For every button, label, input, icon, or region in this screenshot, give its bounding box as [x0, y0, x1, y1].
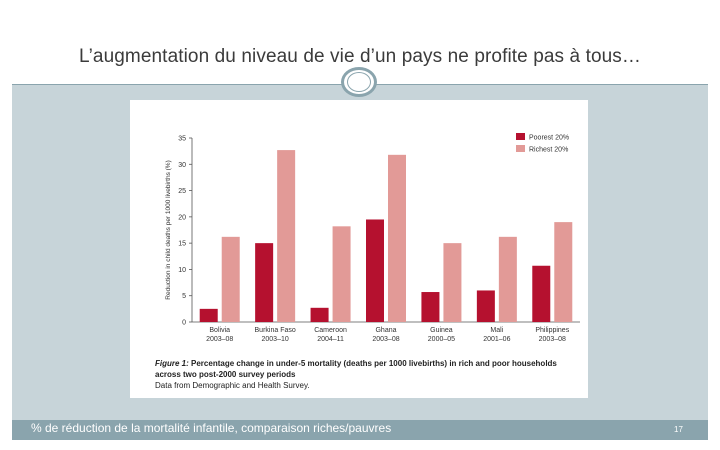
x-tick-label: Guinea [430, 327, 453, 334]
y-tick-label: 15 [178, 241, 186, 248]
y-tick-label: 35 [178, 136, 186, 143]
bar-poorest [532, 265, 551, 322]
caption-text-1: Percentage change in under-5 mortality (… [191, 359, 557, 368]
x-tick-period: 2003–08 [206, 336, 233, 343]
y-axis-label: Reduction in child deaths per 1000 liveb… [165, 160, 172, 299]
x-tick-label: Bolivia [209, 327, 230, 334]
x-tick-label: Philippines [535, 327, 569, 334]
caption-line-1: Figure 1: Percentage change in under-5 m… [155, 359, 557, 368]
y-tick-label: 0 [182, 320, 186, 327]
y-tick-label: 20 [178, 214, 186, 221]
bar-poorest [310, 307, 329, 322]
footer-band [12, 420, 708, 440]
title-medallion [341, 67, 377, 97]
caption-line-2: across two post-2000 survey periods [155, 370, 296, 379]
legend-swatch [516, 133, 525, 140]
legend-label: Poorest 20% [529, 135, 569, 142]
y-tick-label: 25 [178, 188, 186, 195]
legend-label: Richest 20% [529, 147, 568, 154]
bar-poorest [255, 243, 274, 322]
bar-chart: 0 5 10 15 20 25 30 35 Reduction in child deaths … [165, 133, 580, 343]
bar-richest [443, 243, 462, 322]
x-tick-period: 2003–10 [262, 336, 289, 343]
x-tick-period: 2001–06 [483, 336, 510, 343]
x-tick-label: Cameroon [314, 327, 347, 334]
page-number: 17 [674, 425, 683, 434]
bar-poorest [476, 290, 495, 322]
x-tick-period: 2003–08 [372, 336, 399, 343]
bar-poorest [199, 308, 218, 322]
bar-richest [388, 154, 406, 322]
bar-richest [554, 222, 573, 322]
x-tick-period: 2000–05 [428, 336, 455, 343]
caption-figure-label: Figure 1: [155, 359, 189, 368]
bar-poorest [366, 219, 384, 322]
footer-caption: % de réduction de la mortalité infantile… [31, 421, 392, 435]
legend-swatch [516, 145, 525, 152]
bar-richest [332, 226, 351, 322]
x-tick-label: Mali [490, 327, 503, 334]
x-tick-label: Burkina Faso [255, 327, 296, 334]
caption-line-3: Data from Demographic and Health Survey. [155, 381, 310, 390]
y-tick-label: 30 [178, 162, 186, 169]
bar-poorest [421, 292, 440, 322]
slide-title: L’augmentation du niveau de vie d’un pay… [78, 46, 641, 67]
x-tick-period: 2004–11 [317, 336, 344, 343]
y-tick-label: 5 [182, 293, 186, 300]
y-tick-label: 10 [178, 267, 186, 274]
x-tick-label: Ghana [375, 327, 396, 334]
bar-richest [221, 236, 240, 322]
bar-richest [277, 150, 296, 322]
figure-card: 0 5 10 15 20 25 30 35 Reduction in child deaths … [130, 100, 588, 398]
bar-richest [498, 236, 517, 322]
x-tick-period: 2003–08 [539, 336, 566, 343]
